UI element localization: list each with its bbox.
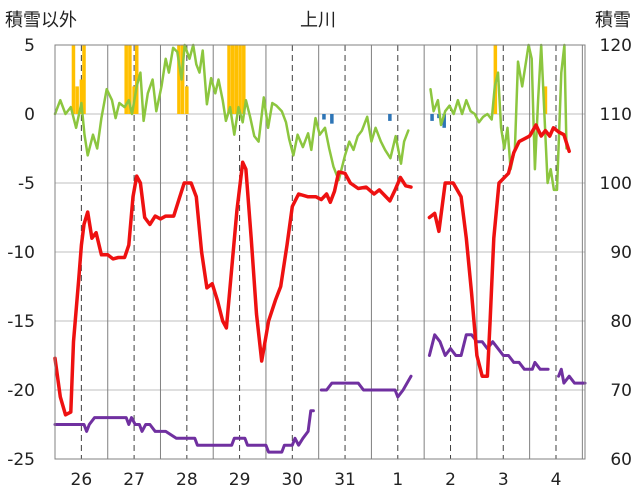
bar-1-2 (388, 114, 392, 121)
series-layer (53, 43, 587, 454)
bar-0-12 (230, 45, 235, 114)
plot-border (54, 44, 586, 460)
bar-0-11 (227, 45, 231, 114)
left-tick-label-1: 0 (24, 105, 35, 125)
bar-0-13 (234, 45, 239, 114)
bar-0-10 (185, 86, 189, 114)
right-tick-label-2: 100 (600, 174, 632, 194)
left-tick-label-6: -25 (7, 450, 35, 470)
x-tick-label-6: 1 (392, 470, 403, 490)
bar-0-0 (71, 45, 76, 114)
bar-0-3 (82, 45, 86, 114)
bar-1-5 (442, 114, 446, 128)
bar-0-15 (242, 45, 246, 114)
series-line-0 (53, 123, 571, 417)
bar-1-1 (330, 114, 334, 124)
right-tick-label-3: 90 (610, 243, 632, 263)
bar-0-5 (128, 45, 132, 114)
left-axis-label: 積雪以外 (5, 10, 77, 31)
right-tick-label-1: 110 (600, 105, 632, 125)
bar-1-3 (430, 114, 434, 121)
bar-1-0 (322, 114, 326, 120)
series-line-2 (53, 333, 587, 454)
bar-0-2 (79, 79, 84, 114)
x-tick-label-1: 27 (123, 470, 145, 490)
right-tick-label-4: 80 (610, 312, 632, 332)
series-line-1 (53, 43, 568, 192)
x-tick-label-5: 31 (334, 470, 356, 490)
right-tick-label-6: 60 (610, 450, 632, 470)
bar-0-17 (543, 86, 548, 114)
left-tick-label-0: 5 (24, 36, 35, 56)
bar-0-14 (238, 45, 242, 114)
x-axis-ticks: 26 27 28 29 30 31 1 2 3 4 (71, 470, 562, 490)
bar-0-1 (75, 86, 79, 114)
x-tick-label-7: 2 (445, 470, 456, 490)
x-tick-label-0: 26 (71, 470, 93, 490)
left-tick-label-3: -10 (7, 243, 35, 263)
bar-0-7 (134, 45, 139, 114)
left-tick-label-2: -5 (18, 174, 35, 194)
x-tick-label-2: 28 (176, 470, 198, 490)
x-tick-label-3: 29 (229, 470, 251, 490)
bar-0-8 (177, 45, 181, 114)
x-tick-label-8: 3 (498, 470, 509, 490)
x-tick-label-4: 30 (281, 470, 303, 490)
chart-title: 上川 (300, 10, 336, 31)
right-axis-label: 積雪 (595, 10, 631, 31)
bar-0-4 (124, 45, 128, 114)
right-axis-ticks: 120 110 100 90 80 70 60 (600, 36, 632, 470)
left-tick-label-4: -15 (7, 312, 35, 332)
right-tick-label-5: 70 (610, 381, 632, 401)
left-axis-ticks: 5 0 -5 -10 -15 -20 -25 (7, 36, 35, 470)
left-tick-label-5: -20 (7, 381, 35, 401)
x-tick-label-9: 4 (551, 470, 562, 490)
right-tick-label-0: 120 (600, 36, 632, 56)
